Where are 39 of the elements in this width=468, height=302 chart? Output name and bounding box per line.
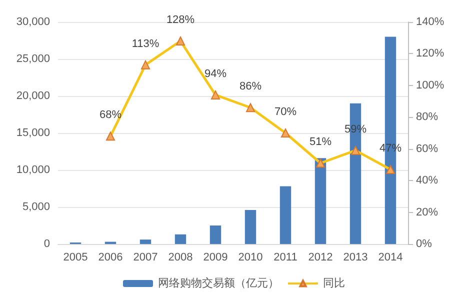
x-tick-label: 2009 <box>203 252 228 264</box>
x-tick-label: 2010 <box>238 252 263 264</box>
y-tick-label: 5,000 <box>22 201 50 213</box>
data-label: 128% <box>166 14 195 26</box>
legend-label: 网络购物交易额（亿元） <box>158 276 279 290</box>
data-label: 94% <box>204 68 227 80</box>
y2-tick-label: 20% <box>416 206 438 218</box>
y2-tick-label: 140% <box>416 16 444 28</box>
y-tick-label: 10,000 <box>16 164 50 176</box>
x-tick-label: 2014 <box>378 252 403 264</box>
y-tick-label: 20,000 <box>16 90 50 102</box>
x-tick-label: 2005 <box>63 252 88 264</box>
y2-tick-label: 60% <box>416 142 438 155</box>
x-tick-label: 2007 <box>133 252 158 264</box>
y2-tick-label: 40% <box>416 174 438 187</box>
legend-label: 同比 <box>323 276 345 290</box>
y-tick-label: 0 <box>44 238 50 250</box>
data-label: 70% <box>274 106 297 118</box>
x-tick-label: 2013 <box>343 252 368 264</box>
x-tick-label: 2006 <box>98 252 123 264</box>
bar <box>314 158 326 244</box>
x-tick-label: 2012 <box>308 252 333 264</box>
bar <box>280 186 292 244</box>
data-label: 51% <box>309 136 332 148</box>
bar <box>174 234 186 244</box>
data-label: 86% <box>239 80 262 93</box>
bar <box>210 226 222 244</box>
y2-tick-label: 0% <box>416 238 432 250</box>
x-tick-label: 2011 <box>274 252 298 264</box>
y2-tick-label: 80% <box>416 111 438 124</box>
bar <box>140 240 152 244</box>
x-tick-label: 2008 <box>168 252 193 264</box>
y-tick-label: 30,000 <box>16 16 50 28</box>
bar <box>244 210 256 244</box>
y-tick-label: 15,000 <box>16 127 50 139</box>
y-tick-label: 25,000 <box>16 53 50 65</box>
y2-tick-label: 100% <box>416 79 444 92</box>
y2-tick-label: 120% <box>416 48 444 60</box>
data-label: 113% <box>132 38 160 50</box>
